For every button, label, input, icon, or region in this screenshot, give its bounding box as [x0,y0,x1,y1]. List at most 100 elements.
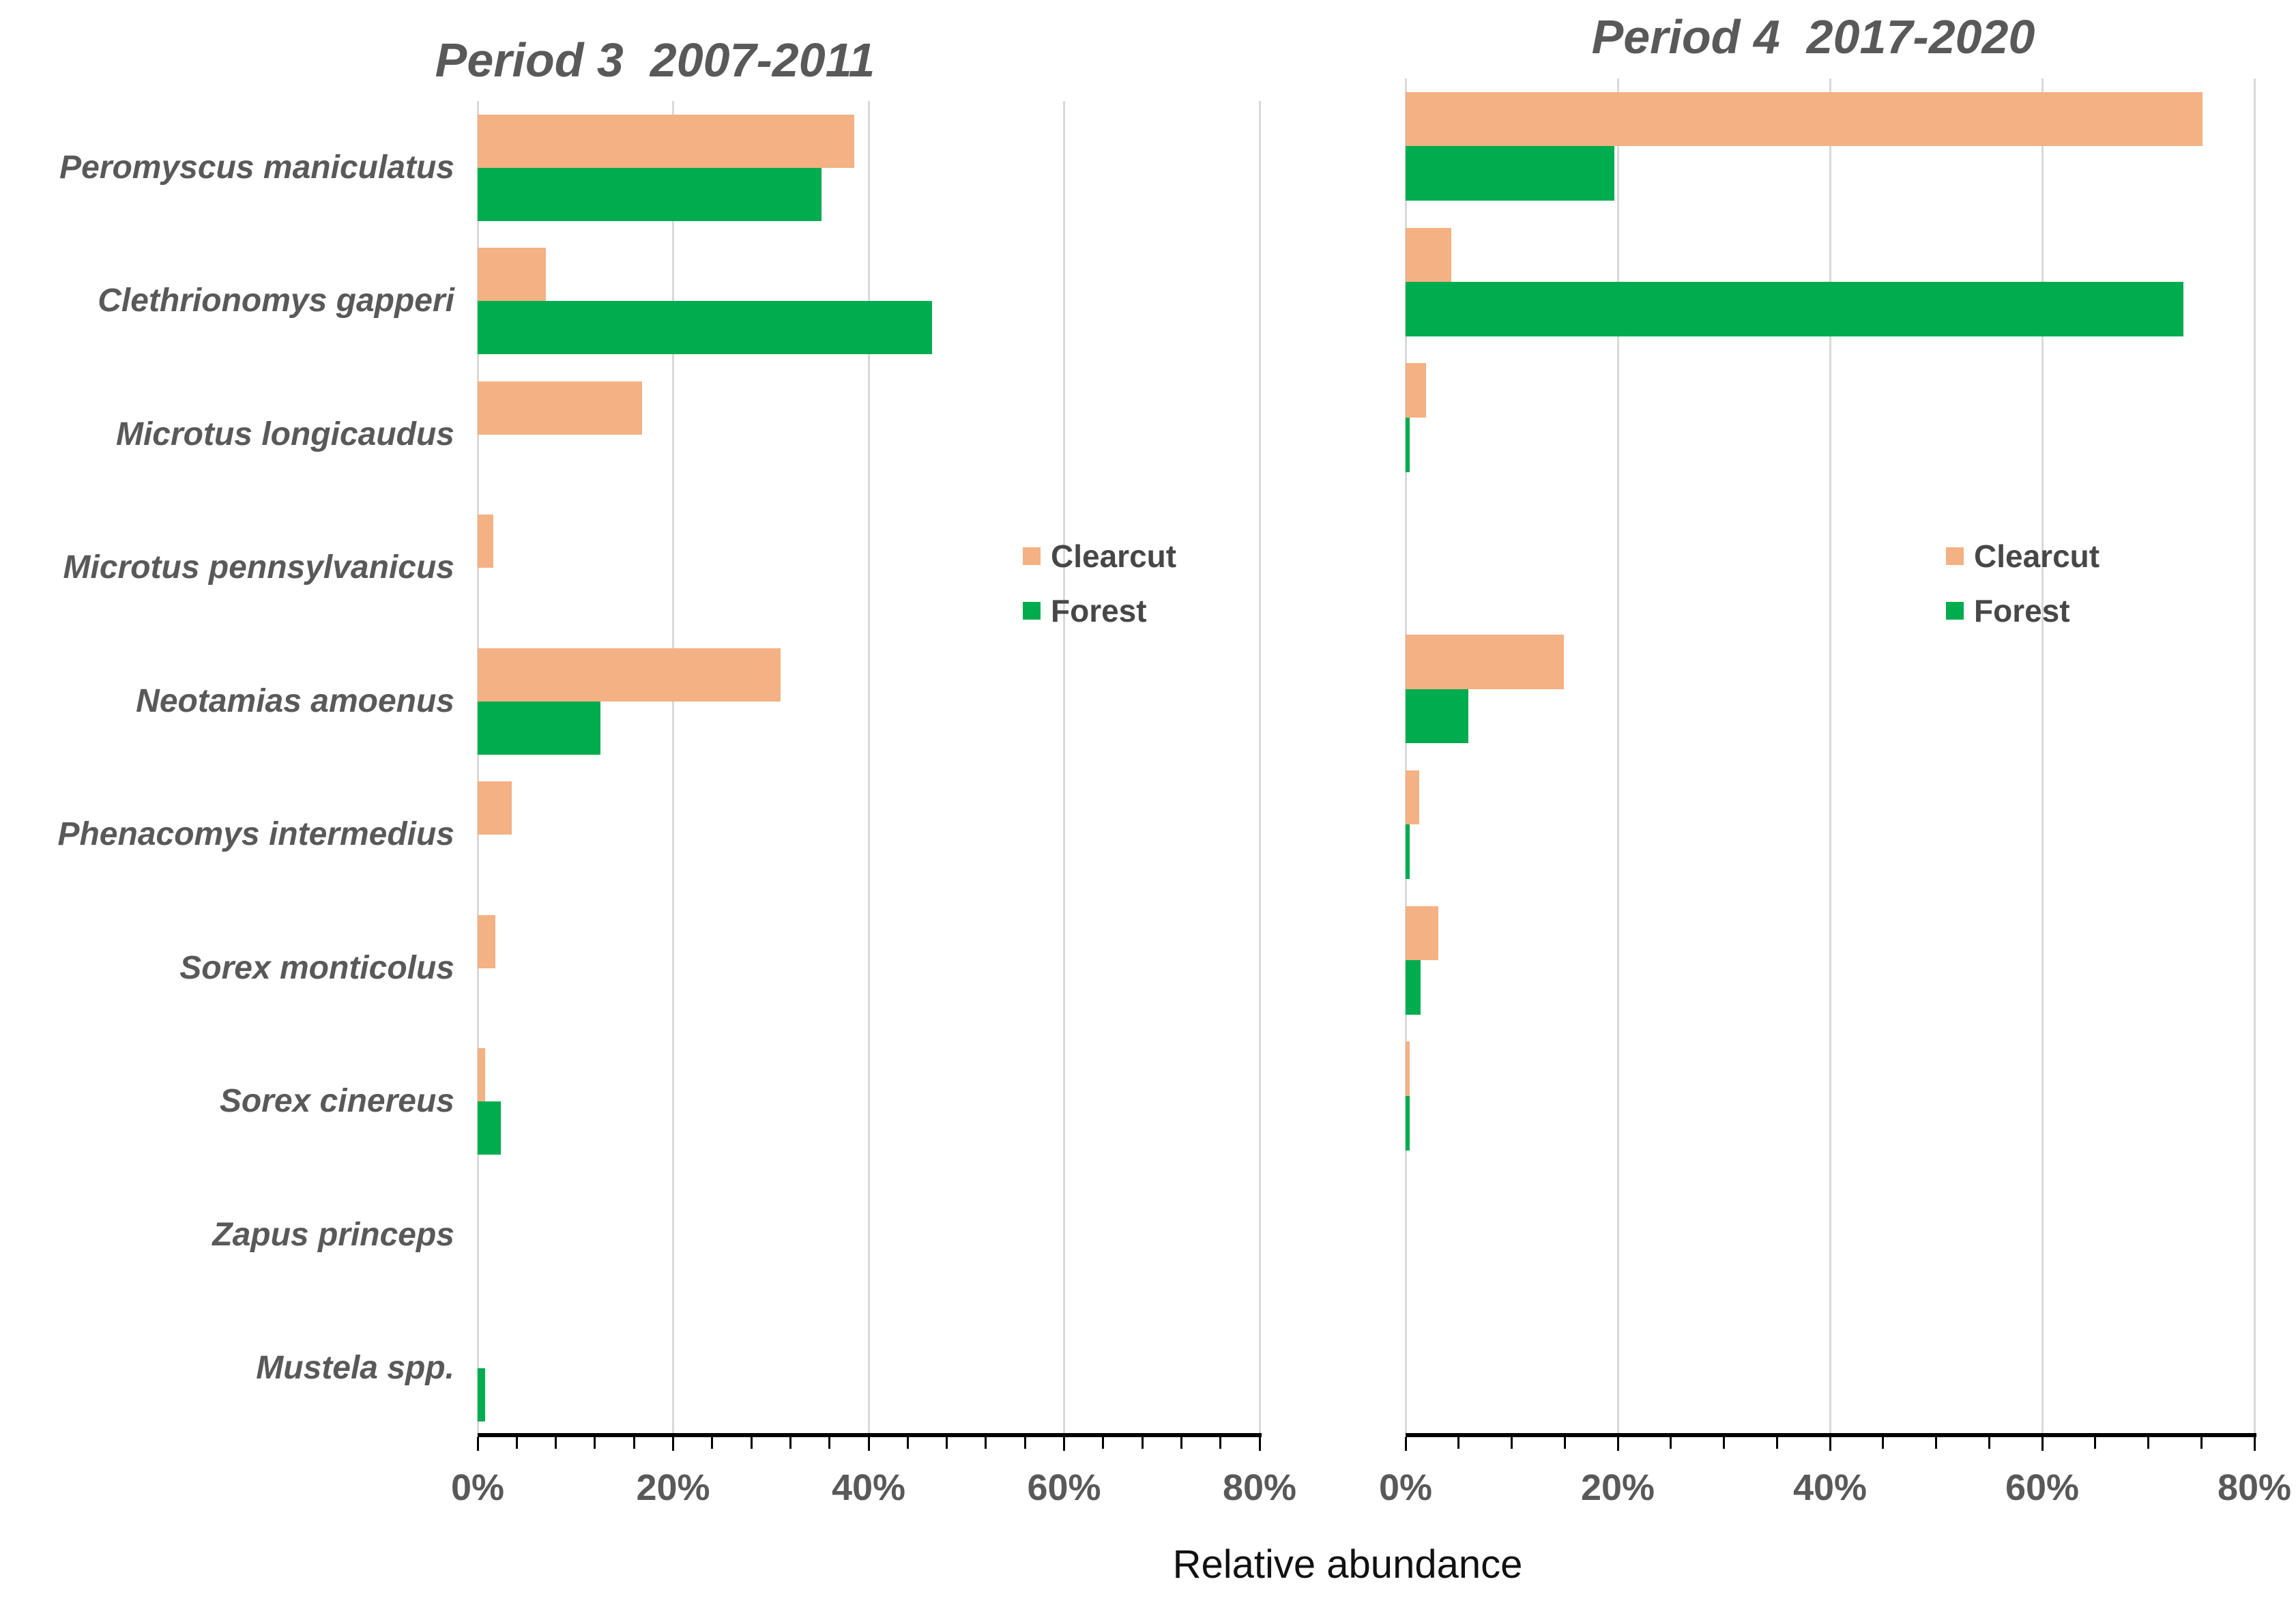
bar-period-4-forest-4 [1406,689,1468,744]
bar-period-3-clearcut-7 [478,1048,486,1102]
x-tick-label-period-3-60%: 60% [1027,1467,1101,1508]
bar-period-3-clearcut-6 [478,914,495,968]
legend-label-period-4-forest: Forest [1974,593,2070,629]
gridline-period-4-0 [1404,78,1407,1433]
bar-period-3-forest-9 [478,1368,486,1422]
x-axis-label: Relative abundance [1172,1542,1523,1587]
category-label-1: Clethrionomys gapperi [98,283,454,319]
x-tick-period-4-45 [1882,1437,1885,1449]
x-tick-period-3-4 [515,1437,518,1449]
bar-period-3-clearcut-2 [478,381,642,435]
x-tick-period-4-40 [1829,1437,1831,1451]
x-tick-period-3-80 [1258,1437,1261,1451]
legend-swatch-period-3-forest [1023,602,1041,620]
x-tick-label-period-3-0%: 0% [450,1467,505,1508]
bar-period-3-forest-7 [478,1101,502,1155]
x-tick-period-4-50 [1935,1437,1937,1449]
x-tick-label-period-4-0%: 0% [1378,1467,1433,1508]
x-tick-label-period-3-20%: 20% [636,1467,710,1508]
x-tick-period-4-35 [1775,1437,1778,1449]
bar-period-3-clearcut-4 [478,648,781,702]
category-label-8: Zapus princeps [212,1216,454,1253]
gridline-period-3-80 [1258,101,1261,1433]
x-axis-line-period-3 [478,1433,1262,1437]
x-tick-period-3-72 [1180,1437,1182,1449]
bar-period-4-forest-0 [1406,146,1615,201]
x-tick-period-3-20 [672,1437,674,1451]
x-tick-period-3-28 [750,1437,753,1449]
category-label-9: Mustela spp. [256,1350,454,1387]
gridline-period-3-40 [867,101,870,1433]
x-tick-label-period-3-40%: 40% [831,1467,906,1508]
x-tick-period-3-24 [711,1437,714,1449]
x-tick-period-4-80 [2253,1437,2256,1451]
x-tick-period-3-0 [476,1437,479,1451]
bar-period-3-clearcut-3 [478,515,493,568]
x-tick-period-4-10 [1511,1437,1513,1449]
legend-swatch-period-3-clearcut [1023,547,1041,565]
x-tick-label-period-3-80%: 80% [1222,1467,1297,1508]
bar-period-4-forest-1 [1406,282,2183,336]
gridline-period-3-20 [672,101,674,1433]
chart-title-period-4: Period 4 2017-2020 [1591,10,2035,63]
legend-swatch-period-4-forest [1946,602,1964,620]
bar-period-4-clearcut-1 [1406,227,1451,283]
x-tick-period-4-20 [1616,1437,1619,1451]
x-tick-period-3-40 [867,1437,870,1451]
gridline-period-3-60 [1063,101,1065,1433]
gridline-period-4-60 [2041,78,2044,1433]
bar-period-4-forest-6 [1406,960,1421,1015]
x-tick-period-3-16 [633,1437,635,1449]
bar-period-3-clearcut-1 [478,248,547,302]
gridline-period-3-0 [476,101,479,1433]
x-tick-period-4-5 [1457,1437,1460,1449]
legend-label-period-4-clearcut: Clearcut [1974,538,2100,574]
bar-period-3-clearcut-5 [478,781,512,835]
x-tick-period-4-65 [2094,1437,2097,1449]
category-label-2: Microtus longicaudus [115,416,454,452]
bar-period-4-forest-5 [1406,824,1410,879]
category-label-7: Sorex cinereus [219,1083,454,1120]
x-tick-period-3-52 [985,1437,987,1449]
x-tick-label-period-4-80%: 80% [2217,1467,2292,1508]
gridline-period-4-20 [1616,78,1619,1433]
gridline-period-4-40 [1829,78,1831,1433]
bar-period-3-forest-4 [478,701,601,755]
legend-label-period-3-clearcut: Clearcut [1051,538,1177,574]
x-axis-line-period-4 [1406,1433,2256,1437]
x-tick-period-4-25 [1670,1437,1672,1449]
legend-label-period-3-forest: Forest [1051,593,1147,629]
x-tick-period-3-60 [1063,1437,1065,1451]
chart-title-period-3: Period 3 2007-2011 [435,33,875,87]
x-tick-label-period-4-40%: 40% [1792,1467,1868,1508]
category-label-3: Microtus pennsylvanicus [63,549,455,586]
bar-period-4-clearcut-6 [1406,906,1439,961]
category-label-4: Neotamias amoenus [136,682,454,719]
x-tick-period-3-12 [594,1437,596,1449]
x-tick-period-3-68 [1141,1437,1144,1449]
category-label-6: Sorex monticolus [179,949,454,986]
x-tick-period-3-36 [828,1437,831,1449]
x-tick-period-3-44 [906,1437,909,1449]
gridline-period-4-80 [2253,78,2256,1433]
bar-period-3-clearcut-0 [478,114,854,168]
bar-period-3-forest-0 [478,167,822,221]
bar-period-4-clearcut-0 [1406,91,2203,147]
x-tick-period-3-8 [555,1437,557,1449]
x-tick-period-4-75 [2200,1437,2203,1449]
x-tick-period-4-30 [1723,1437,1725,1449]
x-tick-period-4-0 [1404,1437,1407,1451]
bar-period-4-forest-2 [1406,418,1410,472]
bar-period-4-clearcut-7 [1406,1041,1410,1096]
x-tick-period-4-70 [2147,1437,2149,1449]
x-tick-period-3-48 [946,1437,948,1449]
x-tick-label-period-4-20%: 20% [1580,1467,1655,1508]
x-tick-period-3-32 [789,1437,791,1449]
x-tick-period-3-76 [1219,1437,1222,1449]
x-tick-period-4-15 [1563,1437,1566,1449]
bar-period-4-forest-7 [1406,1096,1410,1151]
x-tick-period-3-64 [1102,1437,1105,1449]
bar-period-4-clearcut-4 [1406,635,1564,689]
x-tick-period-4-60 [2041,1437,2044,1451]
